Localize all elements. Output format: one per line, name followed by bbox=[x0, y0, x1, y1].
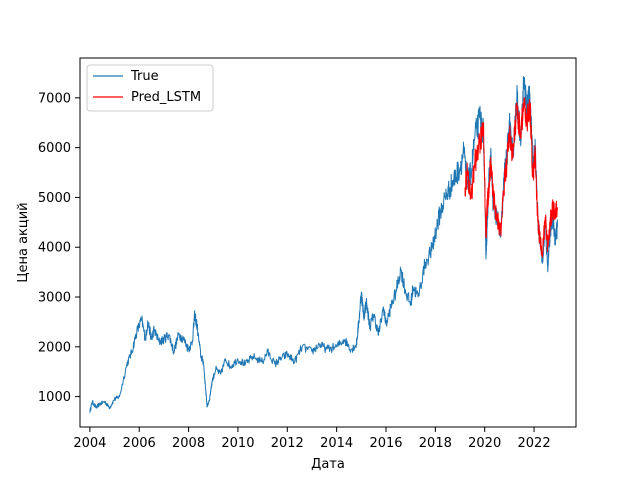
legend-label-true: True bbox=[130, 69, 159, 84]
series-line-pred-lstm bbox=[464, 97, 558, 258]
x-tick-label: 2004 bbox=[73, 436, 106, 451]
y-tick-label: 4000 bbox=[38, 241, 71, 256]
y-tick-label: 7000 bbox=[38, 91, 71, 106]
x-tick-label: 2012 bbox=[271, 436, 304, 451]
series-layer bbox=[89, 76, 558, 413]
x-tick-label: 2006 bbox=[123, 436, 156, 451]
y-tick-label: 6000 bbox=[38, 141, 71, 156]
legend-label-pred-lstm: Pred_LSTM bbox=[131, 90, 201, 105]
x-tick-label: 2010 bbox=[221, 436, 254, 451]
plot-frame bbox=[79, 57, 577, 428]
x-axis-label: Дата bbox=[311, 457, 345, 472]
x-tick-label: 2014 bbox=[320, 436, 353, 451]
y-tick-label: 1000 bbox=[38, 390, 71, 405]
x-tick-label: 2008 bbox=[172, 436, 205, 451]
y-axis-label: Цена акций bbox=[16, 202, 31, 282]
x-tick-label: 2020 bbox=[468, 436, 501, 451]
y-tick-label: 2000 bbox=[38, 340, 71, 355]
x-tick-label: 2018 bbox=[419, 436, 452, 451]
y-tick-label: 3000 bbox=[38, 291, 71, 306]
x-tick-label: 2022 bbox=[518, 436, 551, 451]
x-tick-label: 2016 bbox=[369, 436, 402, 451]
plot-area bbox=[80, 58, 576, 427]
y-axis-ticks: 1000 2000 3000 4000 5000 6000 7000 bbox=[38, 91, 80, 405]
legend: True Pred_LSTM bbox=[86, 64, 214, 112]
x-axis-ticks: 2004 2006 2008 2010 2012 2014 2016 2018 2020 2022 bbox=[73, 427, 551, 451]
y-tick-label: 5000 bbox=[38, 191, 71, 206]
